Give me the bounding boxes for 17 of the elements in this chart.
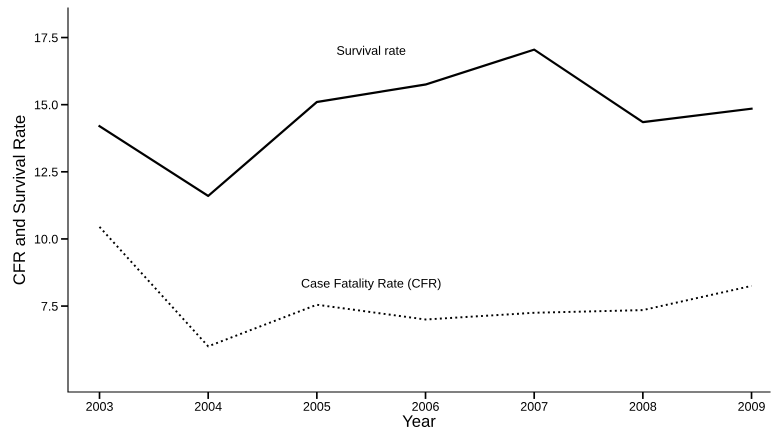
x-axis-title: Year xyxy=(402,415,436,428)
x-tick-label: 2009 xyxy=(738,402,765,411)
x-tick-label: 2008 xyxy=(630,402,656,411)
x-tick-label: 2003 xyxy=(86,402,113,411)
x-tick-label: 2007 xyxy=(520,402,548,411)
y-tick-label: 10.0 xyxy=(34,234,58,244)
text: Survival rate xyxy=(337,46,406,55)
series-label: Case Fatality Rate (CFR) xyxy=(302,278,441,290)
x-tick-label: 2005 xyxy=(304,402,330,411)
y-tick-label: 12.5 xyxy=(34,168,58,176)
x-tick-label: 2004 xyxy=(194,402,222,411)
x-tick-label: 2006 xyxy=(412,402,439,411)
y-tick-label: 15.0 xyxy=(34,100,58,110)
y-axis-title: CFR and Survival Rate xyxy=(12,116,26,284)
y-tick-label: 17.5 xyxy=(34,33,58,42)
line-series xyxy=(98,226,752,348)
y-tick-label: 7.5 xyxy=(42,302,58,311)
